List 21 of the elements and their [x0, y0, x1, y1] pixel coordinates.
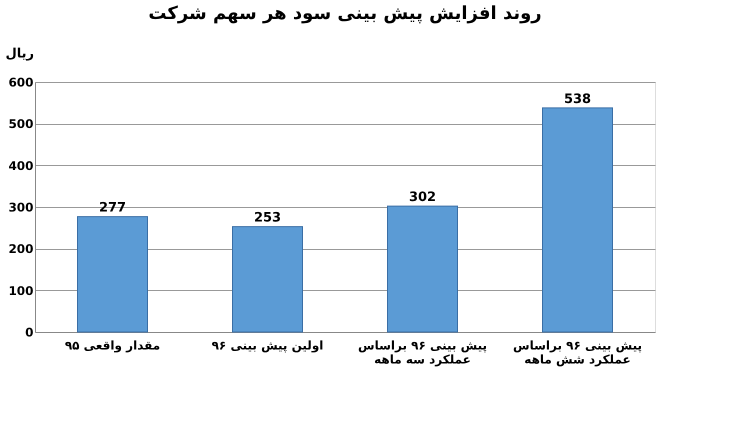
- x-tick-label: پیش بینی ۹۶ براساس عملکرد شش ماهه: [513, 338, 642, 366]
- y-tick-label: 600: [8, 76, 34, 90]
- chart-title: روند افزایش پیش بینی سود هر سهم شرکت: [148, 3, 542, 24]
- data-label: 538: [564, 92, 592, 107]
- y-tick-label: 400: [8, 158, 34, 173]
- y-axis-title: ریال: [6, 46, 34, 62]
- x-tick-label: اولین پیش بینی ۹۶: [212, 338, 324, 352]
- x-tick-label: پیش بینی ۹۶ براساس عملکرد سه ماهه: [358, 338, 487, 366]
- data-label: 253: [254, 210, 282, 226]
- data-label: 302: [408, 190, 436, 206]
- y-tick-label: 0: [25, 326, 34, 340]
- x-tick-label: مقدار واقعی ۹۵: [64, 338, 160, 352]
- y-tick-label: 200: [8, 242, 34, 256]
- bar: [232, 226, 303, 332]
- y-tick-label: 500: [8, 117, 34, 132]
- bar: [542, 107, 613, 332]
- y-tick-label: 100: [8, 284, 34, 298]
- bar: [387, 206, 458, 332]
- bar: [77, 216, 148, 332]
- y-tick-label: 300: [8, 200, 34, 214]
- data-label: 277: [98, 200, 126, 216]
